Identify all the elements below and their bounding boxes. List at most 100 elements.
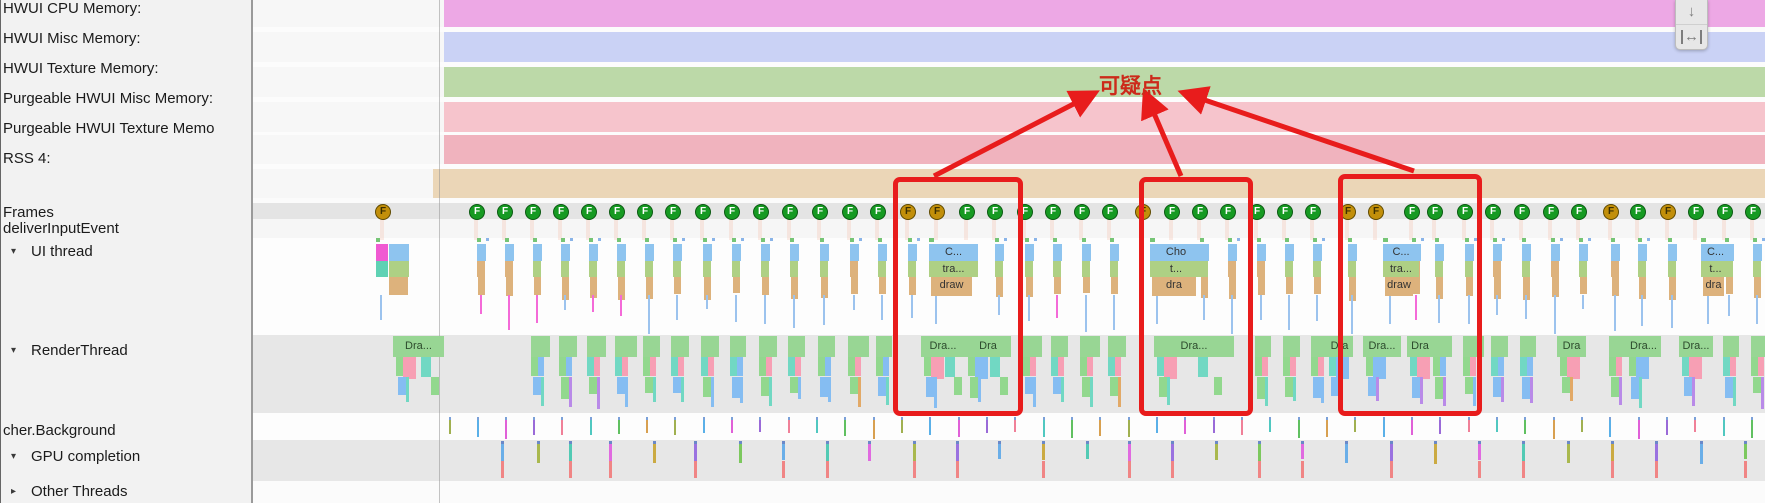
gpu-completion-mark[interactable] (1345, 441, 1348, 445)
render-span[interactable] (1619, 377, 1622, 405)
ui-span[interactable] (1756, 295, 1758, 324)
render-span[interactable] (1435, 377, 1443, 399)
render-span[interactable] (671, 357, 678, 376)
ui-span[interactable] (1228, 238, 1232, 242)
ui-span[interactable] (506, 277, 513, 296)
gpu-completion-mark[interactable] (782, 444, 785, 460)
ui-span[interactable] (1753, 244, 1762, 261)
render-span-header[interactable] (1051, 336, 1068, 357)
sidebar-item-ui-thread[interactable]: UI thread (31, 243, 93, 260)
render-span-header[interactable] (587, 336, 606, 357)
render-span[interactable] (740, 377, 743, 403)
render-span-header[interactable] (876, 336, 892, 357)
render-span[interactable] (1058, 357, 1064, 376)
sidebar-item-gpu-completion[interactable]: GPU completion (31, 448, 141, 465)
render-span[interactable] (617, 377, 625, 394)
frame-marker[interactable]: F (1717, 204, 1733, 220)
gpu-completion-mark[interactable] (956, 444, 959, 466)
background-event-tick[interactable] (1553, 420, 1555, 439)
render-span[interactable] (876, 357, 883, 376)
background-event-tick[interactable] (1156, 420, 1158, 433)
render-span[interactable] (653, 377, 656, 402)
gpu-completion-mark[interactable] (653, 441, 656, 445)
background-event-tick[interactable] (901, 417, 903, 420)
ui-span[interactable] (1638, 261, 1646, 277)
gpu-completion-mark[interactable] (1345, 444, 1348, 463)
background-event-tick[interactable] (816, 417, 818, 420)
background-event-tick[interactable] (958, 417, 960, 420)
render-span[interactable] (1609, 357, 1616, 376)
ui-span[interactable] (878, 238, 882, 242)
background-event-tick[interactable] (1326, 417, 1328, 420)
gpu-completion-mark[interactable] (1171, 461, 1174, 478)
background-event-tick[interactable] (844, 420, 846, 436)
frame-marker[interactable]: F (1277, 204, 1293, 220)
ui-span[interactable] (1754, 277, 1761, 298)
background-event-tick[interactable] (590, 417, 592, 420)
ui-span[interactable] (1525, 295, 1527, 319)
gpu-completion-mark[interactable] (1215, 441, 1218, 445)
ui-span[interactable] (673, 244, 682, 261)
expand-collapse-icon[interactable]: ▸ (11, 486, 17, 497)
ui-span[interactable] (1552, 277, 1559, 297)
gpu-completion-mark[interactable] (1611, 441, 1614, 445)
render-span[interactable] (1753, 377, 1761, 393)
frame-marker[interactable]: F (1660, 204, 1676, 220)
frame-marker[interactable]: F (987, 204, 1003, 220)
render-span-header[interactable] (1463, 336, 1484, 357)
background-event-tick[interactable] (561, 420, 563, 435)
background-event-tick[interactable] (1241, 417, 1243, 420)
render-span[interactable] (1164, 357, 1177, 379)
render-span[interactable] (1761, 377, 1764, 409)
ui-span[interactable] (1111, 277, 1118, 294)
ui-span[interactable] (1551, 238, 1555, 242)
render-span[interactable] (1639, 377, 1642, 408)
expand-collapse-icon[interactable]: ▾ (11, 246, 17, 257)
ui-span[interactable] (1668, 238, 1672, 242)
ui-span[interactable] (389, 244, 409, 261)
background-event-tick[interactable] (1128, 420, 1130, 437)
render-span-header[interactable] (730, 336, 746, 357)
ui-span[interactable] (995, 244, 1004, 261)
ui-span[interactable] (790, 244, 799, 261)
render-span-header[interactable] (671, 336, 689, 357)
ui-span[interactable] (1588, 238, 1591, 241)
background-event-tick[interactable] (1439, 420, 1441, 434)
ui-span[interactable] (376, 238, 380, 242)
frame-marker[interactable]: F (1485, 204, 1501, 220)
ui-span-traversal[interactable]: tra... (1383, 261, 1419, 277)
ui-span[interactable] (1435, 244, 1444, 261)
ui-span[interactable] (1025, 244, 1034, 261)
memory-track-band[interactable] (444, 67, 1765, 97)
frame-marker[interactable]: F (1017, 204, 1033, 220)
ui-span[interactable] (732, 238, 736, 242)
ui-span[interactable] (1257, 244, 1266, 261)
ui-span[interactable] (1257, 261, 1265, 277)
ui-span-choreographer[interactable]: C... (1383, 244, 1419, 261)
render-span[interactable] (1725, 377, 1733, 398)
render-span[interactable] (1631, 377, 1639, 399)
render-span[interactable] (1025, 377, 1033, 394)
ui-span[interactable] (1701, 238, 1706, 242)
render-span-header[interactable] (1609, 336, 1629, 357)
background-event-tick[interactable] (1184, 420, 1186, 434)
render-span[interactable] (769, 377, 772, 406)
render-span[interactable] (1689, 357, 1702, 379)
ui-span[interactable] (1085, 295, 1087, 332)
ui-span[interactable] (878, 244, 887, 261)
gpu-completion-mark[interactable] (826, 461, 829, 478)
background-event-tick[interactable] (1524, 417, 1526, 420)
ui-span[interactable] (1229, 277, 1236, 299)
ui-span-traversal[interactable]: t... (1150, 261, 1202, 277)
render-span[interactable] (1410, 357, 1417, 376)
ui-span[interactable] (1034, 238, 1037, 241)
ui-span[interactable] (1053, 244, 1062, 261)
gpu-completion-mark[interactable] (537, 444, 540, 463)
render-span-header[interactable] (531, 336, 550, 357)
ui-span[interactable] (917, 238, 920, 241)
ui-span[interactable] (648, 295, 650, 334)
gpu-completion-mark[interactable] (739, 441, 742, 445)
background-event-tick[interactable] (1128, 417, 1130, 420)
background-event-tick[interactable] (1269, 417, 1271, 420)
gpu-completion-mark[interactable] (1042, 444, 1045, 460)
